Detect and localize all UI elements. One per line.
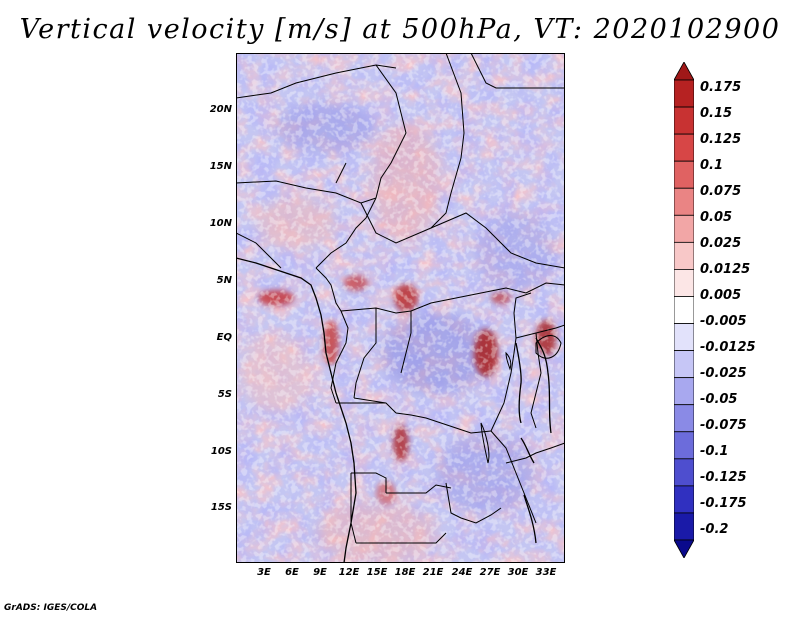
colorbar-swatch bbox=[673, 350, 695, 379]
lakes bbox=[480, 335, 562, 464]
y-tick-label: 5N bbox=[216, 275, 232, 286]
y-tick-label: EQ bbox=[216, 332, 232, 343]
colorbar-swatch bbox=[673, 241, 695, 270]
colorbar-label: 0.0125 bbox=[700, 262, 751, 277]
country-borders bbox=[236, 53, 565, 544]
x-tick-label: 21E bbox=[422, 567, 444, 578]
colorbar-label: -0.025 bbox=[700, 366, 747, 381]
colorbar-swatch bbox=[673, 431, 695, 460]
colorbar-swatch bbox=[673, 485, 695, 514]
x-tick-label: 27E bbox=[479, 567, 501, 578]
x-tick-label: 15E bbox=[366, 567, 388, 578]
colorbar-swatch bbox=[673, 512, 695, 541]
colorbar-swatch bbox=[673, 187, 695, 216]
x-tick-label: 12E bbox=[338, 567, 360, 578]
x-tick-label: 6E bbox=[285, 567, 299, 578]
x-tick-label: 3E bbox=[257, 567, 271, 578]
colorbar-label: -0.2 bbox=[700, 522, 729, 537]
colorbar-label: 0.025 bbox=[700, 236, 742, 251]
grads-credit: GrADS: IGES/COLA bbox=[4, 603, 98, 613]
y-tick-label: 5S bbox=[217, 389, 232, 400]
colorbar-swatch bbox=[673, 106, 695, 135]
colorbar-swatch bbox=[673, 269, 695, 297]
colorbar-swatch bbox=[673, 61, 695, 81]
colorbar-label: 0.125 bbox=[700, 132, 742, 147]
colorbar-label: -0.05 bbox=[700, 392, 738, 407]
colorbar-swatch bbox=[673, 214, 695, 243]
colorbar-label: -0.1 bbox=[700, 444, 729, 459]
colorbar-label: 0.1 bbox=[700, 158, 724, 173]
colorbar-swatch bbox=[673, 539, 695, 559]
y-tick-label: 20N bbox=[209, 104, 232, 115]
colorbar-label: -0.005 bbox=[700, 314, 747, 329]
colorbar-label: -0.0125 bbox=[700, 340, 756, 355]
colorbar bbox=[673, 61, 695, 559]
colorbar-label: -0.075 bbox=[700, 418, 747, 433]
colorbar-swatch bbox=[673, 79, 695, 108]
map-panel[interactable] bbox=[236, 53, 565, 563]
colorbar-swatch bbox=[673, 458, 695, 487]
colorbar-label: 0.175 bbox=[700, 80, 742, 95]
colorbar-swatch bbox=[673, 133, 695, 162]
y-tick-label: 10S bbox=[210, 446, 232, 457]
colorbar-swatches bbox=[673, 61, 695, 559]
colorbar-swatch bbox=[673, 377, 695, 406]
y-tick-label: 10N bbox=[209, 218, 232, 229]
colorbar-label: 0.005 bbox=[700, 288, 742, 303]
field-speckle bbox=[236, 53, 565, 563]
colorbar-swatch bbox=[673, 296, 695, 324]
map-canvas bbox=[236, 53, 565, 563]
colorbar-label: 0.15 bbox=[700, 106, 733, 121]
colorbar-label: -0.125 bbox=[700, 470, 747, 485]
colorbar-swatch bbox=[673, 404, 695, 433]
colorbar-swatch bbox=[673, 160, 695, 189]
x-tick-label: 18E bbox=[394, 567, 416, 578]
x-tick-label: 30E bbox=[507, 567, 529, 578]
colorbar-label: 0.075 bbox=[700, 184, 742, 199]
coastline bbox=[236, 257, 552, 563]
colorbar-label: -0.175 bbox=[700, 496, 747, 511]
y-tick-label: 15N bbox=[209, 161, 232, 172]
x-tick-label: 33E bbox=[535, 567, 557, 578]
colorbar-label: 0.05 bbox=[700, 210, 733, 225]
colorbar-swatch bbox=[673, 323, 695, 351]
y-tick-label: 15S bbox=[210, 502, 232, 513]
x-tick-label: 24E bbox=[451, 567, 473, 578]
chart-title: Vertical velocity [m/s] at 500hPa, VT: 2… bbox=[19, 14, 781, 45]
x-tick-label: 9E bbox=[313, 567, 327, 578]
